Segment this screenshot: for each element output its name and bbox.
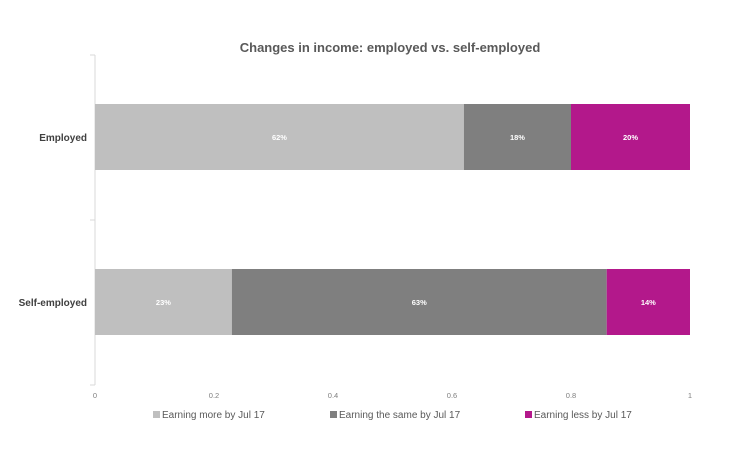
legend-swatch xyxy=(153,411,160,418)
x-tick-label: 0.4 xyxy=(328,391,338,400)
legend-label: Earning the same by Jul 17 xyxy=(339,410,461,421)
bar-segment xyxy=(95,104,464,170)
bars-group: 62% 18% 20% 23% 63% 14% xyxy=(95,104,690,335)
bar-segment xyxy=(606,269,690,335)
bar-data-label: 20% xyxy=(623,133,638,142)
x-tick-label: 1 xyxy=(688,391,692,400)
bar-segment xyxy=(463,104,571,170)
bar-data-label: 18% xyxy=(510,133,525,142)
legend: Earning more by Jul 17 Earning the same b… xyxy=(153,410,632,421)
bar-data-label: 23% xyxy=(156,298,171,307)
x-tick-label: 0.8 xyxy=(566,391,576,400)
category-label: Employed xyxy=(39,133,87,144)
category-label: Self-employed xyxy=(19,298,87,309)
legend-swatch xyxy=(330,411,337,418)
bar-segment xyxy=(571,104,690,170)
bar-data-label: 62% xyxy=(272,133,287,142)
bar-data-label: 63% xyxy=(412,298,427,307)
x-tick-label: 0.6 xyxy=(447,391,457,400)
category-labels: Employed Self-employed xyxy=(19,133,87,309)
x-tick-label: 0 xyxy=(93,391,97,400)
bar-segment xyxy=(231,269,607,335)
x-tick-label: 0.2 xyxy=(209,391,219,400)
x-axis-ticks: 0 0.2 0.4 0.6 0.8 1 xyxy=(93,391,692,400)
legend-label: Earning more by Jul 17 xyxy=(162,410,265,421)
legend-label: Earning less by Jul 17 xyxy=(534,410,632,421)
legend-swatch xyxy=(525,411,532,418)
bar-data-label: 14% xyxy=(641,298,656,307)
bar-segment xyxy=(95,269,232,335)
chart-title: Changes in income: employed vs. self-emp… xyxy=(240,40,541,55)
